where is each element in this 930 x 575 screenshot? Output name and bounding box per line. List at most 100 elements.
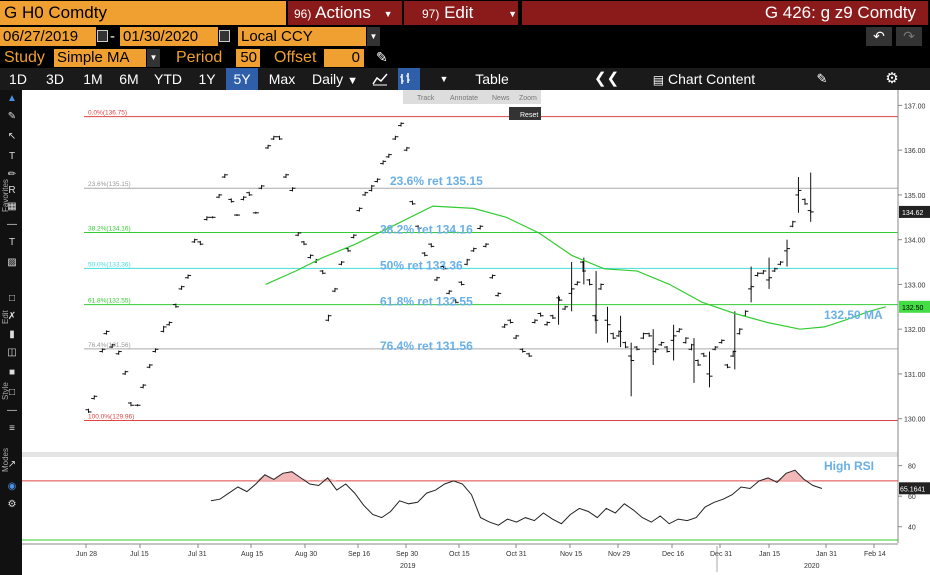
frequency-text: Daily — [312, 71, 344, 87]
hline-icon[interactable]: — — [7, 219, 17, 230]
calendar-icon[interactable] — [97, 30, 108, 42]
ticker-field[interactable]: G H0 Comdty — [0, 1, 286, 25]
chart-type-dropdown-icon[interactable]: ▼ — [439, 74, 449, 84]
text-icon[interactable]: T — [8, 151, 16, 162]
frequency-select[interactable]: Daily ▼ — [304, 68, 366, 90]
arrow-icon[interactable]: ↗ — [7, 459, 17, 470]
date-separator: - — [110, 28, 115, 45]
reset-button[interactable]: Reset — [520, 112, 538, 119]
edit-tab[interactable]: Edit — [1, 310, 10, 324]
pencil-icon[interactable]: ✎ — [376, 49, 388, 65]
rsi-tick-label: 60 — [908, 494, 916, 501]
chart-area[interactable]: 0.0%(136.75) 23.6%(135.15) 38.2%(134.16) 50… — [22, 90, 930, 575]
fib-annotation: 61.8% ret 132.55 — [380, 295, 473, 309]
price-bars — [85, 122, 814, 413]
track-button[interactable]: Track — [417, 95, 435, 102]
table-button[interactable]: Table — [475, 71, 509, 87]
range-1m-button[interactable]: 1M — [83, 71, 103, 87]
tag-icon[interactable]: □ — [8, 293, 16, 304]
currency-dropdown-icon[interactable]: ▼ — [367, 27, 380, 46]
edit-label: Edit — [444, 3, 474, 22]
date-row: 06/27/2019 - 01/30/2020 Local CCY ▼ ↶ ↷ — [0, 27, 930, 47]
pointer-icon[interactable]: ▲ — [7, 93, 17, 104]
undo-icon[interactable]: ↶ — [866, 27, 892, 46]
last-price-label: 134.62 — [902, 210, 924, 217]
edit-chart-icon[interactable]: ✎ — [816, 71, 828, 86]
year-label: 2019 — [400, 563, 416, 570]
draw-line-icon[interactable]: ✎ — [7, 111, 17, 122]
left-tool-strip: ▲ ✎ ↖ T ✏ R ▦ — T ▨ □ ✗ ▮ ◫ ■ □ — ≡ ↗ ◉ … — [0, 90, 22, 575]
settings-icon[interactable]: ⚙ — [7, 499, 17, 510]
chart-content-button[interactable]: ▤ Chart Content — [644, 68, 764, 90]
style-tab[interactable]: Style — [1, 382, 10, 400]
price-tick-label: 134.00 — [904, 238, 926, 245]
bar-chart-icon[interactable] — [398, 68, 420, 90]
range-6m-button[interactable]: 6M — [119, 71, 139, 87]
ma-last-box — [899, 300, 930, 313]
range-5y-button[interactable]: 5Y — [226, 68, 258, 90]
calendar-icon[interactable] — [219, 30, 230, 42]
date-tick-label: Aug 15 — [241, 551, 263, 558]
annotations: 23.6% ret 135.15 38.2% ret 134.16 50% ret … — [380, 174, 883, 473]
range-max-button[interactable]: Max — [268, 71, 296, 87]
date-tick-label: Feb 14 — [864, 551, 886, 558]
date-tick-label: Jul 15 — [130, 551, 149, 558]
trash-icon[interactable]: ◫ — [7, 347, 17, 358]
offset-input[interactable]: 0 — [324, 49, 364, 67]
brush-icon[interactable]: ▨ — [7, 257, 17, 268]
redo-icon[interactable]: ↷ — [896, 27, 922, 46]
study-select[interactable]: Simple MA — [54, 49, 146, 67]
news-button[interactable]: News — [492, 95, 510, 102]
range-3d-button[interactable]: 3D — [46, 71, 64, 87]
style-box-icon[interactable]: □ — [8, 387, 16, 398]
edit-menu-button[interactable]: 97) Edit ▼ — [404, 1, 518, 25]
erase-icon[interactable]: ✗ — [7, 311, 17, 322]
gridlines — [22, 452, 930, 457]
rsi-tick-label: 40 — [908, 525, 916, 532]
range-1d-button[interactable]: 1D — [9, 71, 27, 87]
line-chart-icon[interactable] — [372, 68, 396, 90]
gear-icon[interactable]: ⚙ — [885, 70, 899, 87]
range-ytd-button[interactable]: YTD — [154, 71, 182, 87]
price-tick-label: 132.00 — [904, 327, 926, 334]
collapse-icon[interactable]: ❮❮ — [594, 70, 620, 87]
actions-menu-button[interactable]: 96) Actions ▼ — [288, 1, 402, 25]
cursor-icon[interactable]: ↖ — [7, 131, 17, 142]
date-tick-label: Jun 28 — [76, 551, 97, 558]
ma-line — [265, 205, 886, 330]
fib-annotation: 50% ret 133.36 — [380, 258, 463, 272]
lock-icon[interactable]: ▮ — [9, 329, 15, 340]
resistance-icon[interactable]: R — [8, 185, 16, 196]
caret-down-icon: ▼ — [347, 75, 358, 87]
pen-icon[interactable]: ✏ — [7, 169, 17, 180]
date-tick-label: Nov 29 — [608, 551, 630, 558]
end-date-input[interactable]: 01/30/2020 — [120, 27, 218, 46]
fib-annotation: 76.4% ret 131.56 — [380, 339, 473, 353]
grid-icon[interactable]: ▦ — [7, 201, 17, 212]
chart-svg[interactable]: 0.0%(136.75) 23.6%(135.15) 38.2%(134.16) 50… — [22, 90, 930, 575]
line-weight-icon[interactable]: ≡ — [9, 423, 15, 434]
annotate-button[interactable]: Annotate — [450, 95, 478, 102]
range-1y-button[interactable]: 1Y — [198, 71, 216, 87]
blue-tool-icon[interactable]: ◉ — [7, 481, 17, 492]
zoom-button[interactable]: Zoom — [519, 95, 537, 102]
offset-text: 0 — [351, 49, 360, 66]
top-bar: G H0 Comdty 96) Actions ▼ 97) Edit ▼ G 4… — [0, 0, 930, 26]
line-style-icon[interactable]: — — [7, 405, 17, 416]
price-tick-label: 133.00 — [904, 282, 926, 289]
mini-toolbar: Track Annotate News Zoom Reset — [403, 90, 541, 120]
date-tick-label: Sep 16 — [348, 551, 370, 558]
study-dropdown-icon[interactable]: ▼ — [147, 49, 160, 67]
study-text: Simple MA — [57, 49, 130, 66]
color-icon[interactable]: ■ — [8, 367, 16, 378]
period-input[interactable]: 50 — [236, 49, 260, 67]
start-date-input[interactable]: 06/27/2019 — [0, 27, 96, 46]
favorites-tab[interactable]: Favorites — [1, 179, 10, 212]
period-text: 50 — [240, 49, 257, 66]
fib-annotation: 38.2% ret 134.16 — [380, 223, 473, 237]
xaxis-background — [22, 543, 930, 575]
text-tool-icon[interactable]: T — [8, 237, 16, 248]
currency-select[interactable]: Local CCY — [238, 27, 366, 46]
date-tick-label: Jan 15 — [759, 551, 780, 558]
modes-tab[interactable]: Modes — [1, 447, 10, 472]
